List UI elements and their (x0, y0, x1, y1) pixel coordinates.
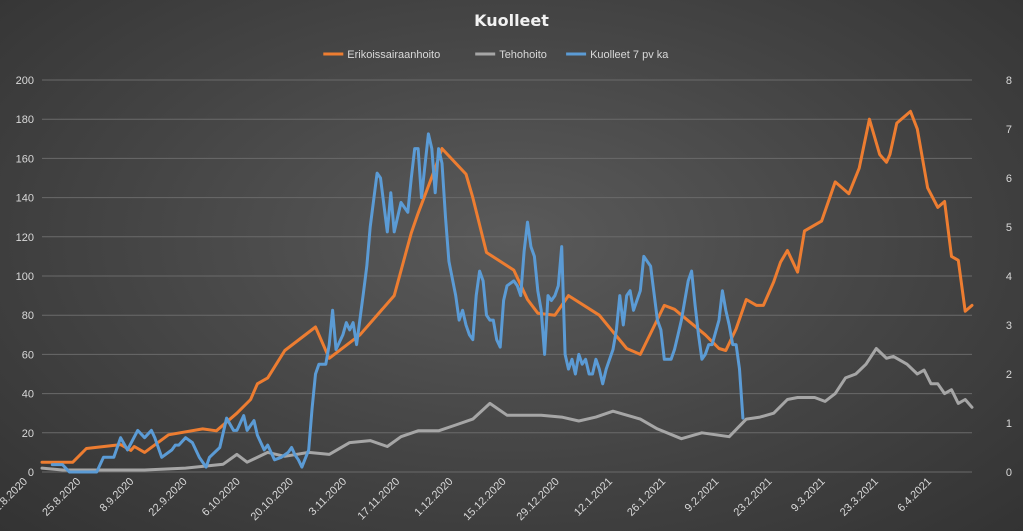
left-axis: 0 20 40 60 80 100 120 140 160 180 200 (16, 75, 34, 479)
x-tick-label: 23.2.2021 (732, 476, 775, 519)
x-tick-label: 25.8.2020 (40, 476, 83, 519)
legend: Erikoissairaanhoito Tehohoito Kuolleet 7 p… (323, 49, 669, 61)
y-left-tick-label: 80 (22, 310, 34, 322)
x-tick-label: 11.8.2020 (0, 476, 30, 519)
y-left-tick-label: 120 (16, 232, 34, 244)
y-left-tick-label: 20 (22, 428, 34, 440)
x-tick-label: 15.12.2020 (461, 476, 508, 523)
y-left-tick-label: 40 (22, 389, 34, 401)
x-tick-label: 6.10.2020 (200, 476, 243, 519)
x-tick-label: 12.1.2021 (572, 476, 615, 519)
y-right-tick-label: 8 (1006, 75, 1012, 87)
y-left-tick-label: 60 (22, 349, 34, 361)
x-tick-label: 23.3.2021 (838, 476, 881, 519)
right-axis: 0 1 2 3 4 5 6 7 8 (1006, 75, 1012, 479)
series-line (40, 347, 974, 472)
x-tick-label: 9.3.2021 (789, 476, 828, 515)
series-line (40, 109, 974, 464)
y-left-tick-label: 160 (16, 153, 34, 165)
legend-label: Tehohoito (499, 49, 547, 61)
y-right-tick-label: 1 (1006, 418, 1012, 430)
x-tick-label: 20.10.2020 (249, 476, 296, 523)
y-right-tick-label: 7 (1006, 124, 1012, 136)
x-tick-label: 3.11.2020 (307, 476, 350, 519)
y-right-tick-label: 6 (1006, 173, 1012, 185)
gridlines (42, 79, 972, 473)
x-tick-label: 9.2.2021 (683, 476, 722, 515)
x-tick-label: 8.9.2020 (98, 476, 137, 515)
legend-label: Erikoissairaanhoito (347, 49, 440, 61)
x-tick-label: 6.4.2021 (895, 476, 934, 515)
x-tick-label: 26.1.2021 (625, 476, 668, 519)
y-left-tick-label: 0 (28, 467, 34, 479)
y-left-tick-label: 100 (16, 271, 34, 283)
y-right-tick-label: 4 (1006, 271, 1012, 283)
y-left-tick-label: 200 (16, 75, 34, 87)
y-right-tick-label: 3 (1006, 320, 1012, 332)
y-right-tick-label: 0 (1006, 467, 1012, 479)
x-tick-label: 22.9.2020 (147, 476, 190, 519)
x-tick-label: 17.11.2020 (356, 476, 403, 523)
y-left-tick-label: 180 (16, 114, 34, 126)
y-right-tick-label: 5 (1006, 222, 1012, 234)
chart-title: Kuolleet (474, 11, 549, 30)
series-line (50, 132, 745, 474)
y-left-tick-label: 140 (16, 193, 34, 205)
x-axis: 11.8.2020 25.8.2020 8.9.2020 22.9.2020 6.10.… (0, 476, 934, 523)
legend-label: Kuolleet 7 pv ka (590, 49, 669, 61)
x-tick-label: 1.12.2020 (412, 476, 455, 519)
series-lines (40, 109, 974, 474)
y-right-tick-label: 2 (1006, 369, 1012, 381)
x-tick-label: 29.12.2020 (514, 476, 561, 523)
